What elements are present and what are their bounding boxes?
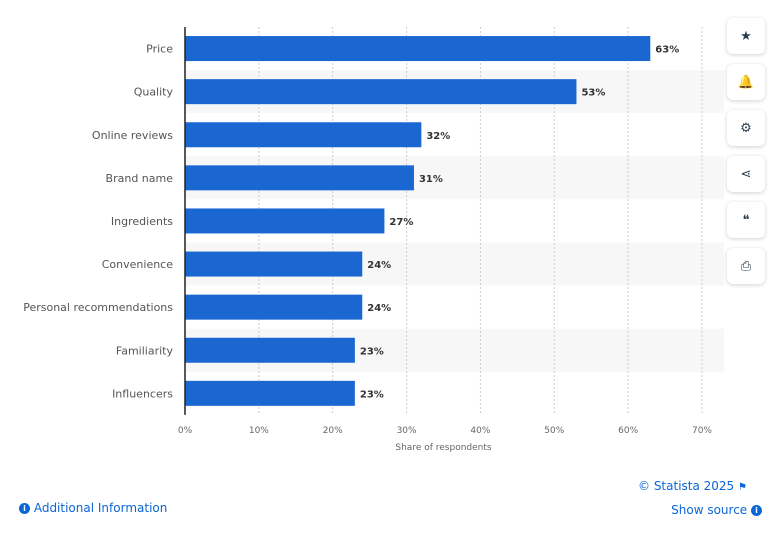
gear-icon: ⚙ bbox=[740, 120, 752, 136]
x-tick-label: 70% bbox=[692, 426, 712, 436]
x-tick-label: 20% bbox=[323, 426, 343, 436]
bar bbox=[185, 294, 363, 320]
bell-icon: 🔔 bbox=[737, 74, 755, 90]
bar bbox=[185, 208, 385, 234]
data-label: 53% bbox=[581, 88, 605, 99]
additional-information-link[interactable]: i Additional Information bbox=[19, 501, 167, 515]
category-label: Influencers bbox=[112, 387, 173, 400]
category-label: Brand name bbox=[106, 172, 174, 185]
quote-icon: ❝ bbox=[742, 212, 750, 228]
category-label: Familiarity bbox=[116, 344, 174, 357]
star-button[interactable]: ★ bbox=[727, 18, 765, 54]
bell-button[interactable]: 🔔 bbox=[727, 64, 765, 100]
flag-icon: ⚑ bbox=[738, 482, 747, 493]
data-label: 23% bbox=[360, 346, 384, 357]
info-icon: i bbox=[751, 505, 762, 516]
category-label: Online reviews bbox=[92, 129, 173, 142]
star-icon: ★ bbox=[740, 28, 752, 44]
category-label: Price bbox=[146, 43, 173, 56]
category-label: Personal recommendations bbox=[23, 301, 173, 314]
bar bbox=[185, 165, 414, 191]
data-label: 23% bbox=[360, 389, 384, 400]
category-label: Convenience bbox=[102, 258, 173, 271]
quote-button[interactable]: ❝ bbox=[727, 202, 765, 238]
copyright-link[interactable]: © Statista 2025 ⚑ bbox=[638, 479, 747, 493]
data-label: 27% bbox=[389, 217, 413, 228]
show-source-link[interactable]: Show source i bbox=[671, 503, 762, 517]
data-label: 24% bbox=[367, 303, 391, 314]
x-axis-title: Share of respondents bbox=[395, 443, 492, 453]
data-label: 63% bbox=[655, 45, 679, 56]
print-button[interactable]: ⎙ bbox=[727, 248, 765, 284]
x-tick-label: 50% bbox=[544, 426, 564, 436]
bar bbox=[185, 337, 355, 363]
x-tick-label: 60% bbox=[618, 426, 638, 436]
bar bbox=[185, 79, 577, 105]
data-label: 24% bbox=[367, 260, 391, 271]
data-label: 31% bbox=[419, 174, 443, 185]
bar bbox=[185, 380, 355, 406]
category-label: Quality bbox=[134, 86, 174, 99]
category-label: Ingredients bbox=[111, 215, 173, 228]
print-icon: ⎙ bbox=[740, 258, 752, 274]
share-button[interactable]: ⋖ bbox=[727, 156, 765, 192]
x-tick-label: 30% bbox=[397, 426, 417, 436]
bar bbox=[185, 122, 422, 148]
share-icon: ⋖ bbox=[740, 166, 752, 182]
x-tick-label: 40% bbox=[470, 426, 490, 436]
bar bbox=[185, 36, 651, 62]
x-tick-label: 0% bbox=[178, 426, 193, 436]
bar bbox=[185, 251, 363, 277]
data-label: 32% bbox=[426, 131, 450, 142]
x-tick-label: 10% bbox=[249, 426, 269, 436]
gear-button[interactable]: ⚙ bbox=[727, 110, 765, 146]
info-icon: i bbox=[19, 503, 30, 514]
